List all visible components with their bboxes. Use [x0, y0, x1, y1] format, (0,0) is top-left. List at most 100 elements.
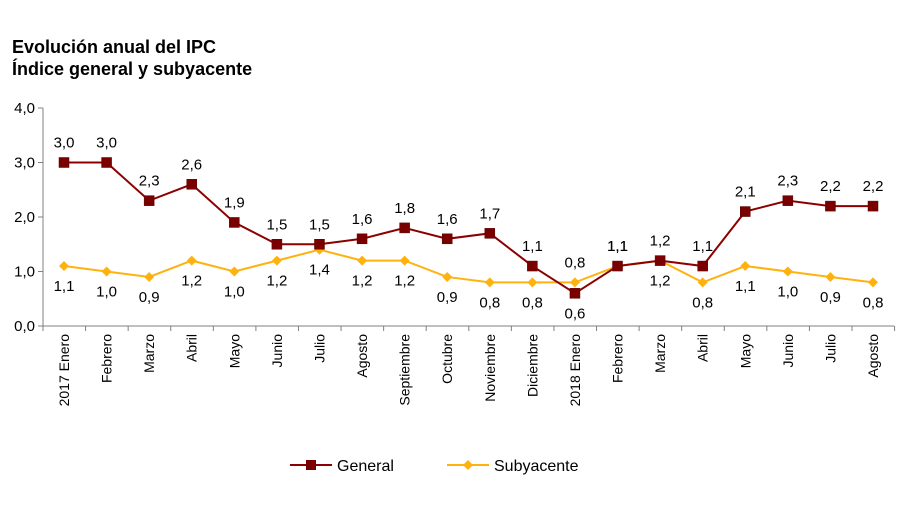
x-tick-label: Abril — [184, 334, 200, 362]
x-tick-label: Abril — [695, 334, 711, 362]
data-label-subyacente: 1,0 — [224, 284, 245, 301]
data-point-subyacente — [271, 255, 282, 266]
series-line-general — [64, 161, 873, 295]
data-point-general — [229, 217, 240, 228]
data-label-general: 1,6 — [437, 211, 458, 228]
legend-label: Subyacente — [494, 458, 579, 475]
data-label-general: 1,5 — [309, 216, 330, 233]
data-point-general — [101, 157, 112, 168]
data-label-general: 2,3 — [139, 173, 160, 190]
data-label-subyacente: 0,8 — [863, 294, 884, 311]
data-label-general: 1,1 — [522, 238, 543, 255]
data-label-subyacente: 1,1 — [735, 278, 756, 295]
data-label-subyacente: 1,2 — [394, 273, 415, 290]
x-tick-label: Noviembre — [482, 334, 498, 402]
data-point-subyacente — [144, 271, 155, 282]
data-point-subyacente — [229, 266, 240, 277]
x-tick-label: Febrero — [99, 334, 115, 383]
legend-item-subyacente: Subyacente — [447, 458, 579, 475]
x-tick-label: Agosto — [354, 334, 370, 378]
series-subyacente — [59, 244, 878, 288]
data-point-subyacente — [569, 277, 580, 288]
chart-subtitle: Índice general y subyacente — [12, 59, 253, 79]
data-point-general — [612, 260, 623, 272]
data-label-general: 1,1 — [607, 238, 628, 255]
data-point-subyacente — [740, 261, 751, 272]
data-label-subyacente: 1,2 — [352, 273, 373, 290]
data-point-general — [441, 233, 453, 245]
data-point-general — [527, 260, 538, 272]
x-tick-label: Mayo — [737, 334, 753, 368]
data-label-general: 1,1 — [692, 238, 713, 255]
data-label-subyacente: 0,9 — [820, 289, 841, 306]
data-label-general: 2,1 — [735, 184, 756, 201]
data-label-subyacente: 0,8 — [522, 294, 543, 311]
data-point-general — [782, 195, 794, 206]
data-label-general: 1,8 — [394, 200, 415, 217]
x-tick-label: Julio — [822, 334, 838, 363]
data-label-subyacente: 0,9 — [437, 289, 458, 306]
data-point-subyacente — [357, 255, 368, 266]
data-point-subyacente — [186, 255, 197, 266]
data-label-subyacente: 1,2 — [181, 273, 202, 290]
data-label-general: 3,0 — [96, 135, 117, 152]
data-point-general — [867, 200, 879, 212]
axes: 0,0 1,0 2,0 3,0 4,0 2017 Enero Febrero Marzo Abr… — [14, 100, 896, 407]
data-label-general: 2,2 — [820, 178, 841, 195]
data-point-general — [271, 239, 283, 250]
data-point-general — [740, 206, 751, 217]
x-tick-label: 2018 Enero — [567, 334, 583, 407]
data-point-subyacente — [825, 271, 836, 282]
series-line-subyacente — [63, 248, 874, 284]
x-tick-label: Octubre — [439, 334, 455, 384]
y-tick-label: 0,0 — [14, 318, 35, 335]
data-point-subyacente — [399, 255, 410, 266]
x-tick-label: Septiembre — [397, 334, 413, 406]
data-label-subyacente: 1,2 — [650, 273, 671, 290]
x-tick-label: Junio — [780, 334, 796, 368]
data-point-subyacente — [442, 271, 453, 282]
data-label-general: 1,2 — [650, 233, 671, 250]
y-tick-label: 3,0 — [14, 155, 35, 172]
x-tick-label: Agosto — [865, 334, 881, 378]
data-point-general — [58, 157, 70, 168]
data-point-general — [143, 195, 155, 206]
data-label-subyacente: 1,1 — [54, 278, 75, 295]
data-point-subyacente — [59, 261, 69, 272]
x-tick-label: Junio — [269, 334, 285, 368]
data-point-general — [825, 200, 836, 212]
data-label-general: 0,6 — [565, 305, 586, 322]
x-tick-label: Marzo — [141, 334, 157, 373]
data-label-subyacente: 1,0 — [777, 284, 798, 301]
data-point-general — [356, 233, 368, 245]
legend-label: General — [337, 458, 394, 475]
data-point-general — [697, 260, 708, 272]
data-label-subyacente: 1,4 — [309, 262, 330, 279]
data-label-general: 2,2 — [863, 178, 884, 195]
legend: General Subyacente — [290, 458, 579, 475]
data-point-general — [186, 179, 197, 190]
legend-item-general: General — [290, 458, 394, 475]
data-point-subyacente — [484, 277, 495, 288]
data-label-subyacente: 1,2 — [266, 273, 287, 290]
series-layer — [58, 157, 879, 299]
y-tick-label: 2,0 — [14, 209, 35, 226]
data-point-general — [484, 228, 496, 239]
data-point-subyacente — [782, 266, 793, 277]
data-label-general: 1,7 — [479, 205, 500, 222]
series-general — [58, 157, 879, 299]
data-label-general: 1,5 — [266, 216, 287, 233]
data-point-subyacente — [868, 277, 878, 288]
x-tick-label: Julio — [311, 334, 327, 363]
x-tick-label: Febrero — [610, 334, 626, 383]
data-point-general — [569, 288, 581, 299]
x-tick-label: 2017 Enero — [56, 334, 72, 407]
data-label-subyacente: 1,1 — [607, 238, 628, 255]
data-label-general: 1,9 — [224, 194, 245, 211]
data-point-subyacente — [101, 266, 112, 277]
data-label-subyacente: 0,8 — [565, 254, 586, 271]
y-tick-label: 1,0 — [14, 264, 35, 281]
data-point-general — [314, 239, 325, 250]
data-point-subyacente — [527, 277, 538, 288]
